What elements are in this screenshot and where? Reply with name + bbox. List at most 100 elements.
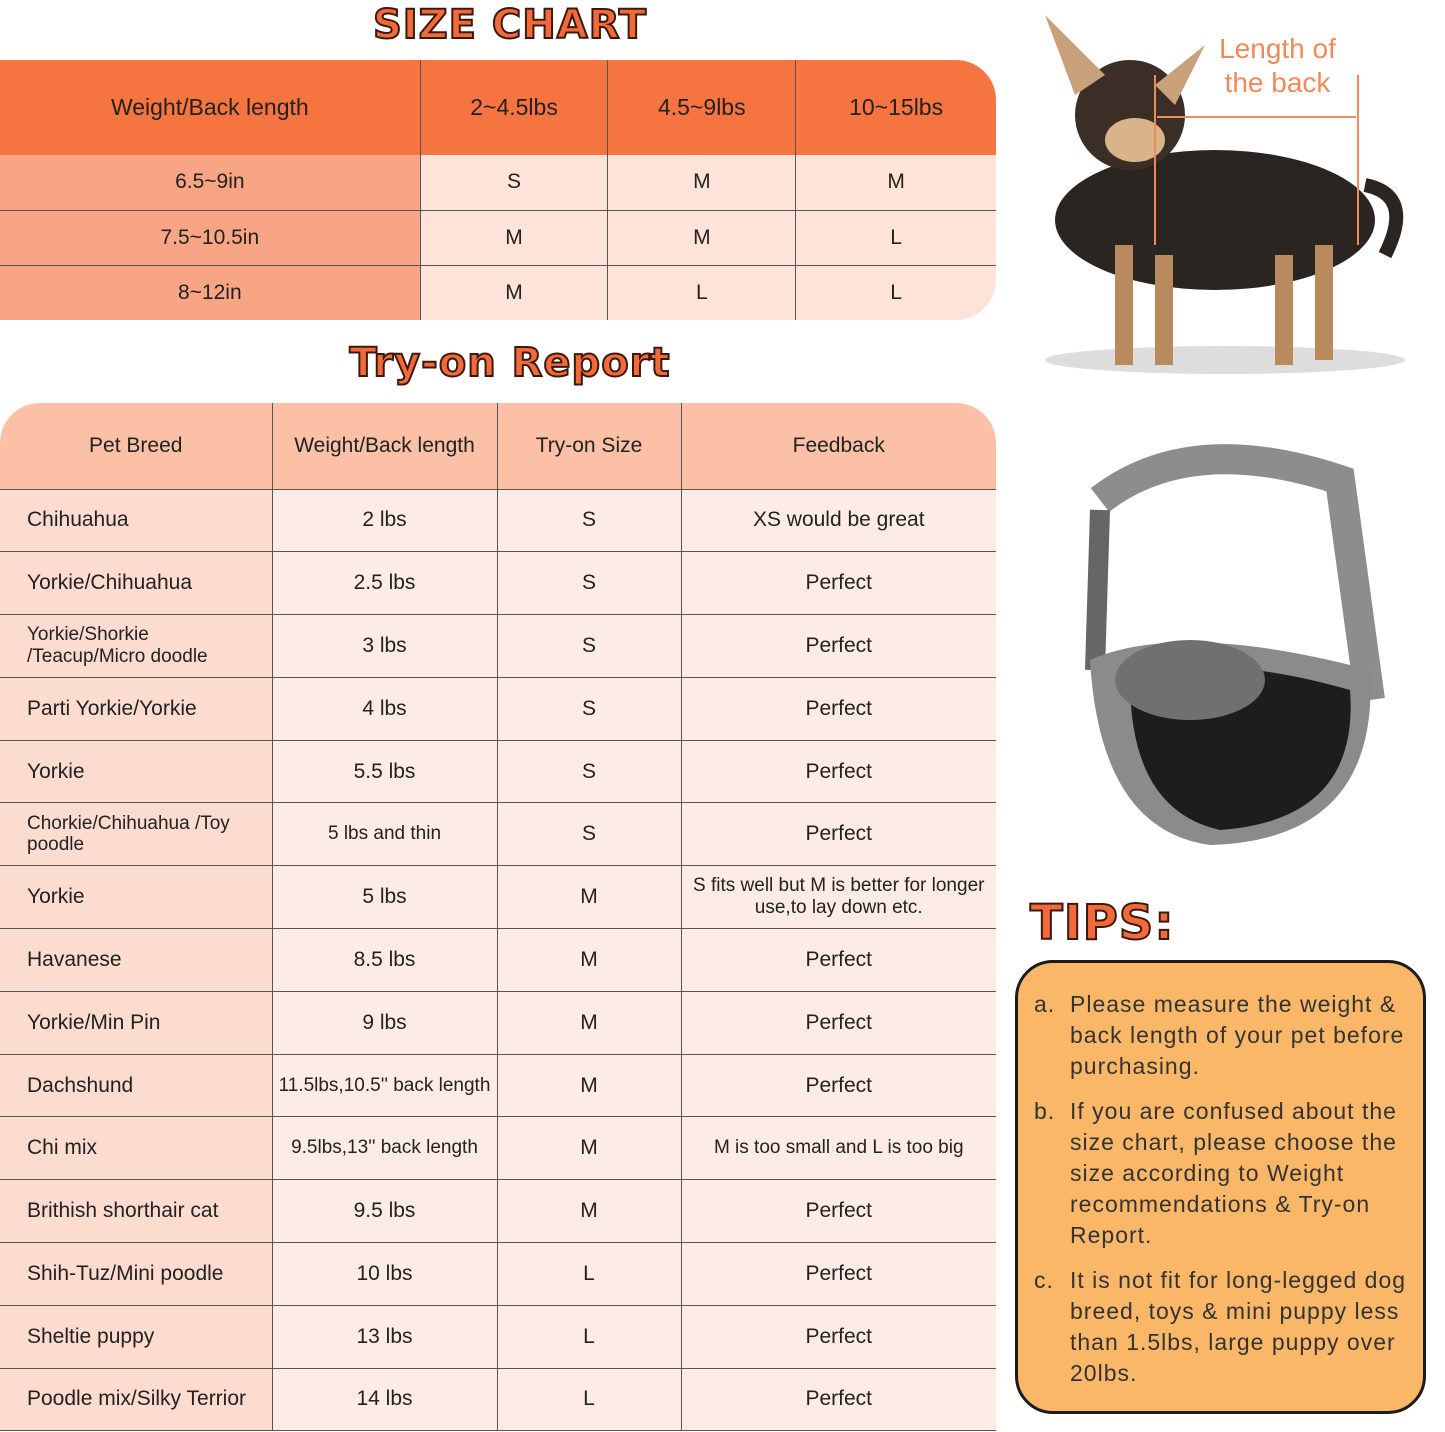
table-row: Chihuahua 2 lbs S XS would be great xyxy=(0,489,996,553)
feedback-cell: Perfect xyxy=(680,802,996,867)
size-cell: S xyxy=(419,155,608,211)
column-header: Try-on Size xyxy=(496,403,681,490)
size-cell: S xyxy=(496,551,681,616)
size-cell: L xyxy=(496,1368,681,1432)
feedback-cell: Perfect xyxy=(680,928,996,992)
breed-cell: Chihuahua xyxy=(0,489,272,553)
weight-cell: 5 lbs xyxy=(271,865,497,930)
tip-letter: b. xyxy=(1034,1098,1056,1124)
feedback-cell: Perfect xyxy=(680,551,996,616)
size-cell: M xyxy=(419,210,608,266)
feedback-cell: XS would be great xyxy=(680,489,996,553)
breed-cell: Havanese xyxy=(0,928,272,992)
feedback-cell: S fits well but M is better for longer u… xyxy=(680,865,996,930)
weight-cell: 13 lbs xyxy=(271,1305,497,1369)
feedback-cell: Perfect xyxy=(680,1242,996,1306)
tryon-title: Try-on Report xyxy=(348,339,671,387)
size-cell: M xyxy=(607,210,796,266)
table-row: Dachshund 11.5lbs,10.5'' back length M Perf… xyxy=(0,1054,996,1118)
tips-title: TIPS: xyxy=(1029,894,1175,952)
table-row: Shih-Tuz/Mini poodle 10 lbs L Perfect xyxy=(0,1242,996,1306)
table-row: Sheltie puppy 13 lbs L Perfect xyxy=(0,1305,996,1369)
tip-letter: c. xyxy=(1034,1267,1054,1293)
feedback-cell: Perfect xyxy=(680,991,996,1055)
column-header: 10~15lbs xyxy=(795,60,996,155)
column-header: 4.5~9lbs xyxy=(607,60,796,155)
weight-cell: 9 lbs xyxy=(271,991,497,1055)
size-cell: S xyxy=(496,802,681,867)
breed-cell: Chi mix xyxy=(0,1116,272,1181)
sling-bag-photo xyxy=(1085,444,1385,845)
breed-cell: Yorkie xyxy=(0,740,272,804)
table-row: 6.5~9in S M M xyxy=(0,155,996,211)
size-chart-title: SIZE CHART xyxy=(372,1,648,49)
size-cell: L xyxy=(496,1242,681,1306)
breed-cell: Yorkie/Shorkie /Teacup/Micro doodle xyxy=(0,614,272,678)
breed-cell: Yorkie/Min Pin xyxy=(0,991,272,1055)
feedback-cell: Perfect xyxy=(680,1054,996,1118)
column-header: Weight/Back length xyxy=(271,403,497,490)
size-cell: L xyxy=(607,265,796,320)
size-cell: M xyxy=(496,1179,681,1244)
weight-cell: 5 lbs and thin xyxy=(271,802,497,867)
breed-cell: Brithish shorthair cat xyxy=(0,1179,272,1244)
size-cell: S xyxy=(496,614,681,678)
size-cell: S xyxy=(496,740,681,804)
column-header: 2~4.5lbs xyxy=(419,60,608,155)
weight-cell: 5.5 lbs xyxy=(271,740,497,804)
tip-letter: a. xyxy=(1034,991,1056,1017)
feedback-cell: Perfect xyxy=(680,614,996,678)
size-cell: M xyxy=(496,1116,681,1181)
weight-cell: 9.5 lbs xyxy=(271,1179,497,1244)
size-cell: L xyxy=(795,265,996,320)
breed-cell: Yorkie/Chihuahua xyxy=(0,551,272,616)
table-row: Brithish shorthair cat 9.5 lbs M Perfect xyxy=(0,1179,996,1244)
size-cell: S xyxy=(496,677,681,741)
table-row: Yorkie/Min Pin 9 lbs M Perfect xyxy=(0,991,996,1055)
size-cell: M xyxy=(795,155,996,211)
table-row: Havanese 8.5 lbs M Perfect xyxy=(0,928,996,992)
column-header: Pet Breed xyxy=(0,403,272,490)
feedback-cell: Perfect xyxy=(680,677,996,741)
column-header: Feedback xyxy=(680,403,996,490)
column-header: Weight/Back length xyxy=(0,60,421,155)
breed-cell: Dachshund xyxy=(0,1054,272,1118)
table-row: Yorkie 5.5 lbs S Perfect xyxy=(0,740,996,804)
size-cell: M xyxy=(496,991,681,1055)
breed-cell: Shih-Tuz/Mini poodle xyxy=(0,1242,272,1306)
table-row: Chi mix 9.5lbs,13'' back length M M is too … xyxy=(0,1116,996,1181)
table-row: 8~12in M L L xyxy=(0,265,996,320)
tip-text: Please measure the weight & back length … xyxy=(1070,991,1405,1079)
feedback-cell: M is too small and L is too big xyxy=(680,1116,996,1181)
size-cell: M xyxy=(419,265,608,320)
weight-cell: 14 lbs xyxy=(271,1368,497,1432)
back-length-cell: 7.5~10.5in xyxy=(0,210,421,266)
breed-cell: Yorkie xyxy=(0,865,272,930)
table-row: Poodle mix/Silky Terrior 14 lbs L Perfect xyxy=(0,1368,996,1432)
feedback-cell: Perfect xyxy=(680,1179,996,1244)
size-chart-table: Weight/Back length 2~4.5lbs 4.5~9lbs 10~15l… xyxy=(0,60,996,320)
back-length-cell: 8~12in xyxy=(0,265,421,320)
back-length-label: Length of the back xyxy=(1219,33,1336,98)
size-cell: M xyxy=(607,155,796,211)
breed-cell: Chorkie/Chihuahua /Toy poodle xyxy=(0,802,272,867)
table-row: Yorkie/Shorkie /Teacup/Micro doodle 3 lbs… xyxy=(0,614,996,678)
breed-cell: Sheltie puppy xyxy=(0,1305,272,1369)
size-cell: M xyxy=(496,928,681,992)
tip-text: If you are confused about the size chart… xyxy=(1070,1098,1397,1248)
size-cell: L xyxy=(496,1305,681,1369)
weight-cell: 10 lbs xyxy=(271,1242,497,1306)
weight-cell: 11.5lbs,10.5'' back length xyxy=(271,1054,497,1118)
weight-cell: 2 lbs xyxy=(271,489,497,553)
table-row: Yorkie 5 lbs M S fits well but M is better … xyxy=(0,865,996,930)
tip-item: b. If you are confused about the size cha… xyxy=(1034,1096,1409,1251)
table-row: Yorkie/Chihuahua 2.5 lbs S Perfect xyxy=(0,551,996,616)
table-row: 7.5~10.5in M M L xyxy=(0,210,996,266)
feedback-cell: Perfect xyxy=(680,1368,996,1432)
weight-cell: 4 lbs xyxy=(271,677,497,741)
tip-item: c. It is not fit for long-legged dog bree… xyxy=(1034,1265,1409,1389)
feedback-cell: Perfect xyxy=(680,740,996,804)
size-cell: M xyxy=(496,1054,681,1118)
size-cell: S xyxy=(496,489,681,553)
tip-text: It is not fit for long-legged dog breed,… xyxy=(1070,1267,1407,1386)
